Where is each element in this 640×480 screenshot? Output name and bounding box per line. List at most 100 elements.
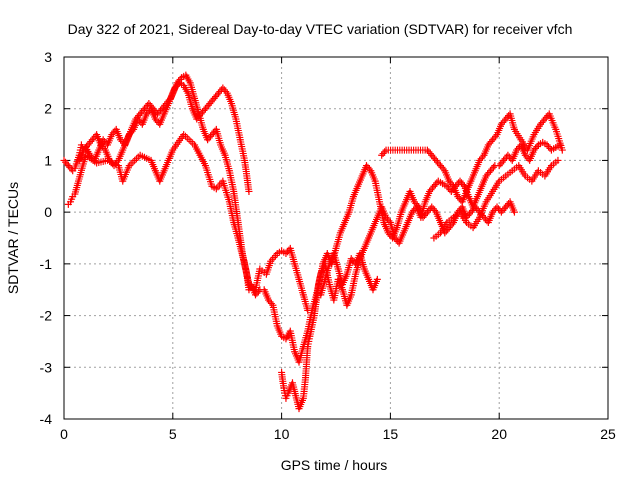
marker-run [473, 205, 482, 214]
y-tick-label: -3 [40, 359, 53, 375]
marker-run [459, 190, 470, 204]
marker-run [542, 164, 554, 178]
marker-run [505, 153, 515, 163]
marker-run [172, 81, 182, 90]
marker-run [422, 190, 433, 204]
marker-run [309, 293, 320, 312]
marker-run [118, 138, 127, 147]
marker-run [85, 138, 95, 147]
marker-run [470, 215, 482, 230]
marker-run [436, 178, 444, 186]
marker-run [386, 231, 395, 240]
marker-run [545, 143, 554, 152]
marker-run [477, 200, 489, 219]
marker-run [199, 106, 208, 116]
marker-run [349, 256, 358, 266]
marker-run [412, 200, 421, 209]
marker-run [124, 128, 135, 142]
marker-run [512, 128, 524, 142]
marker-run [230, 190, 242, 224]
marker-run [350, 184, 361, 199]
marker-run [483, 190, 495, 204]
marker-run [280, 334, 288, 342]
marker-run [278, 371, 287, 390]
marker-run [266, 298, 275, 307]
marker-run [474, 184, 485, 199]
marker-run [138, 152, 153, 163]
marker-run [381, 221, 391, 235]
marker-run [144, 106, 154, 116]
marker-run [135, 117, 145, 126]
grid [64, 57, 608, 419]
marker-run [368, 169, 378, 183]
marker-run [366, 226, 376, 240]
marker-run [376, 200, 387, 224]
marker-run [463, 179, 474, 193]
y-tick-label: -4 [40, 411, 53, 427]
marker-run [481, 215, 491, 225]
marker-run [81, 143, 90, 152]
marker-run [228, 102, 239, 121]
marker-run [477, 153, 486, 163]
marker-run [203, 101, 212, 111]
marker-run [527, 148, 537, 162]
y-tick-label: 2 [44, 101, 52, 117]
marker-run [447, 179, 456, 189]
marker-run [550, 158, 560, 168]
marker-run [205, 132, 214, 142]
marker-run [364, 163, 373, 173]
x-tick-label: 10 [274, 426, 290, 442]
marker-run [431, 179, 441, 189]
marker-run [379, 148, 389, 157]
marker-run [470, 195, 481, 209]
marker-run [191, 97, 202, 116]
marker-run [481, 143, 491, 157]
marker-run [337, 221, 348, 235]
marker-run [344, 293, 354, 307]
marker-run [486, 138, 495, 147]
marker-run [269, 304, 281, 328]
marker-run [550, 145, 558, 153]
marker-run [220, 86, 230, 95]
marker-run [139, 112, 150, 126]
x-axis-title: GPS time / hours [281, 457, 388, 473]
marker-run [253, 287, 262, 297]
marker-run [425, 205, 434, 214]
marker-run [339, 272, 350, 286]
marker-run [490, 205, 500, 214]
plot-frame [63, 56, 609, 420]
marker-run [72, 153, 82, 170]
marker-run [531, 122, 543, 136]
marker-run [398, 200, 409, 214]
trace-late_branch [432, 158, 560, 240]
marker-run [168, 86, 178, 100]
marker-run [394, 210, 405, 229]
y-tick-label: -1 [40, 256, 53, 272]
y-tick-label: 0 [44, 204, 52, 220]
marker-run [504, 169, 514, 178]
marker-run [237, 138, 248, 162]
marker-run [207, 96, 217, 106]
marker-run [509, 148, 520, 162]
marker-run [503, 200, 513, 209]
marker-run [258, 267, 268, 276]
marker-run [433, 210, 444, 224]
marker-run [157, 112, 167, 126]
chart-title: Day 322 of 2021, Sidereal Day-to-day VTE… [68, 21, 573, 37]
marker-run [175, 75, 184, 85]
marker-run [421, 210, 430, 220]
trace-recovery_branch [317, 112, 566, 297]
series-trough_branch [278, 162, 518, 413]
trace-upper_branch [76, 80, 253, 193]
marker-run [370, 277, 380, 292]
marker-run [455, 205, 465, 214]
marker-run [224, 91, 235, 105]
marker-run [468, 205, 478, 214]
marker-run [452, 210, 462, 220]
data-point [467, 208, 475, 216]
marker-run [497, 174, 508, 183]
marker-run [115, 148, 126, 162]
marker-run [159, 101, 169, 111]
marker-run [268, 252, 280, 263]
data-point [495, 162, 503, 170]
